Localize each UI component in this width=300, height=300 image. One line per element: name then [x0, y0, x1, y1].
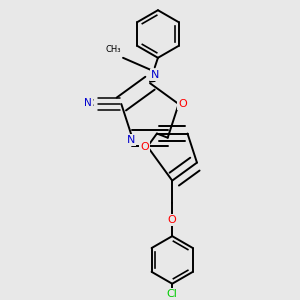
Text: C: C [88, 99, 94, 108]
Text: N: N [127, 135, 135, 145]
Text: O: O [168, 215, 177, 225]
Text: N: N [84, 98, 92, 108]
Text: O: O [178, 99, 187, 109]
Text: Cl: Cl [167, 289, 178, 299]
Text: O: O [140, 142, 149, 152]
Text: CH₃: CH₃ [106, 45, 122, 54]
Text: N: N [151, 70, 159, 80]
